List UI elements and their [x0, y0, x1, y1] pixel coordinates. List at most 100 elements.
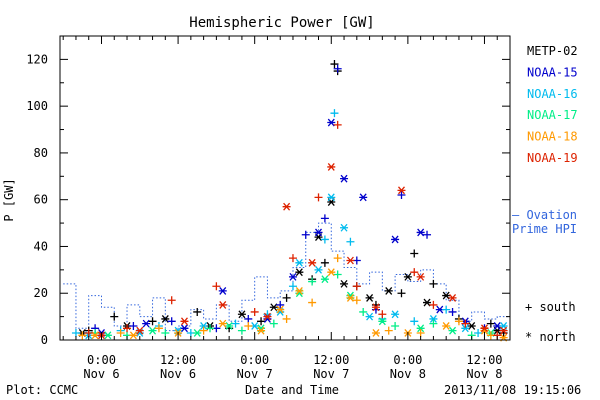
- south-point-metp-02: [282, 293, 291, 302]
- legend-entry: NOAA-19: [527, 151, 578, 165]
- x-tick-time-label: 0:00: [87, 353, 116, 367]
- north-point-noaa-17: [378, 317, 387, 326]
- y-tick-label: 120: [26, 52, 48, 66]
- series-metp-02: [78, 60, 508, 337]
- north-point-metp-02: [384, 286, 393, 295]
- y-tick-label: 80: [34, 146, 48, 160]
- y-tick-label: 0: [41, 333, 48, 347]
- south-point-noaa-17: [206, 324, 214, 333]
- x-tick-time-label: 0:00: [393, 353, 422, 367]
- north-point-noaa-16: [365, 312, 374, 321]
- north-point-metp-02: [295, 268, 304, 277]
- south-point-noaa-19: [250, 307, 259, 316]
- legend: METP-02 NOAA-15 NOAA-16 NOAA-17 NOAA-18 NOAA-…: [512, 44, 578, 344]
- north-point-noaa-16: [340, 223, 349, 232]
- north-point-metp-02: [365, 293, 374, 302]
- south-point-noaa-19: [314, 193, 323, 202]
- north-point-noaa-18: [129, 331, 138, 340]
- south-point-noaa-18: [244, 321, 253, 330]
- north-point-noaa-16: [499, 322, 508, 330]
- south-point-noaa-18: [116, 328, 125, 337]
- north-point-noaa-15: [416, 228, 425, 237]
- south-point-noaa-19: [429, 300, 438, 309]
- north-point-noaa-19: [499, 326, 508, 335]
- north-point-noaa-15: [180, 324, 189, 333]
- north-point-noaa-15: [327, 118, 336, 127]
- north-point-noaa-15: [288, 272, 297, 281]
- north-point-metp-02: [269, 303, 278, 312]
- north-point-noaa-18: [442, 322, 451, 330]
- south-point-noaa-18: [282, 314, 291, 323]
- south-point-noaa-17: [269, 319, 278, 328]
- north-point-noaa-17: [320, 275, 329, 284]
- north-point-noaa-15: [142, 319, 151, 328]
- south-point-noaa-17: [237, 326, 246, 335]
- north-point-noaa-16: [314, 265, 323, 274]
- north-point-noaa-19: [263, 312, 272, 321]
- north-point-noaa-16: [391, 310, 400, 319]
- south-point-noaa-19: [378, 310, 387, 319]
- south-point-noaa-15: [167, 317, 176, 326]
- south-point-metp-02: [320, 258, 329, 267]
- north-point-noaa-19: [180, 317, 189, 326]
- north-point-noaa-19: [346, 256, 355, 265]
- south-point-metp-02: [410, 249, 419, 258]
- north-point-noaa-15: [359, 193, 368, 202]
- x-tick-time-label: 12:00: [160, 353, 196, 367]
- south-point-noaa-19: [84, 328, 93, 337]
- south-point-noaa-15: [423, 230, 432, 239]
- south-point-noaa-18: [384, 326, 393, 335]
- series-noaa-15: [91, 64, 502, 337]
- plot-credit: Plot: CCMC: [6, 383, 79, 397]
- x-tick-day-label: Nov 6: [83, 367, 119, 381]
- north-point-noaa-19: [448, 293, 457, 302]
- south-point-noaa-17: [308, 277, 317, 286]
- north-point-metp-02: [340, 279, 349, 288]
- marker-legend-south: + south: [525, 300, 576, 314]
- north-point-metp-02: [327, 198, 336, 206]
- south-point-metp-02: [330, 60, 339, 69]
- legend-entry: NOAA-16: [527, 87, 578, 101]
- x-tick-day-label: Nov 8: [466, 367, 502, 381]
- north-point-metp-02: [161, 315, 170, 323]
- data-points: [71, 60, 508, 342]
- north-point-noaa-17: [416, 324, 425, 333]
- series-noaa-18: [78, 254, 508, 342]
- north-point-noaa-18: [327, 268, 336, 277]
- y-tick-label: 40: [34, 239, 48, 253]
- series-noaa-17: [91, 270, 495, 340]
- north-point-noaa-19: [397, 186, 406, 195]
- south-point-noaa-18: [454, 317, 463, 326]
- south-point-noaa-19: [212, 282, 221, 291]
- series-noaa-19: [84, 120, 508, 340]
- north-point-noaa-18: [346, 293, 355, 302]
- north-point-noaa-16: [199, 322, 208, 330]
- south-point-metp-02: [110, 312, 119, 321]
- south-point-noaa-15: [129, 321, 138, 330]
- south-point-noaa-19: [461, 319, 470, 328]
- y-tick-label: 20: [34, 286, 48, 300]
- north-point-noaa-17: [448, 326, 457, 335]
- y-axis-label: P [GW]: [2, 178, 16, 221]
- south-point-noaa-18: [78, 331, 87, 340]
- south-point-noaa-15: [448, 307, 457, 316]
- north-point-noaa-18: [295, 286, 304, 295]
- ovation-step-line: [63, 222, 511, 332]
- south-point-noaa-19: [410, 268, 419, 277]
- x-tick-day-label: Nov 6: [160, 367, 196, 381]
- north-point-metp-02: [467, 322, 476, 330]
- north-point-noaa-19: [218, 300, 227, 309]
- north-point-noaa-16: [327, 193, 336, 202]
- south-point-noaa-19: [288, 254, 297, 263]
- south-point-noaa-17: [429, 319, 438, 328]
- north-point-noaa-18: [257, 326, 266, 335]
- south-point-metp-02: [257, 317, 266, 326]
- north-point-noaa-16: [461, 324, 470, 333]
- south-point-noaa-16: [442, 305, 451, 314]
- south-point-noaa-19: [333, 120, 342, 129]
- south-point-noaa-16: [330, 109, 339, 118]
- north-point-noaa-17: [193, 329, 202, 337]
- north-point-noaa-15: [314, 228, 323, 237]
- south-point-metp-02: [193, 307, 202, 316]
